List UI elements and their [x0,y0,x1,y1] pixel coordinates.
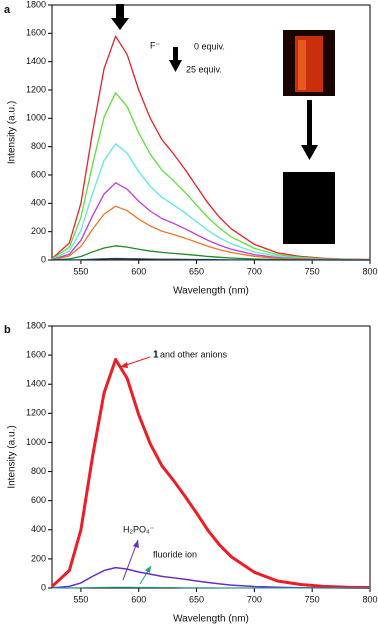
pointer-head [133,540,139,548]
y-axis-title: Intensity (a.u.) [7,101,18,164]
y-tick-label: 1600 [26,28,46,38]
panel-label: a [4,4,11,16]
annotation: H₂PO₄⁻ [123,524,155,534]
x-tick-label: 750 [305,266,320,276]
y-tick-label: 200 [31,553,46,563]
pointer-head [145,566,151,573]
down-arrow [169,47,182,72]
vial-highlight [298,40,306,90]
down-arrow [301,100,318,160]
x-tick-label: 800 [362,594,377,604]
y-tick-label: 1000 [26,437,46,447]
annotation: F⁻ [150,40,160,50]
annotation: 1 [153,350,159,361]
down-arrow [111,4,129,30]
x-axis-title: Wavelength (nm) [173,286,249,297]
y-tick-label: 800 [31,466,46,476]
series-line [51,257,370,261]
annotation: fluoride ion [153,549,197,559]
x-tick-label: 700 [247,266,262,276]
series-line [51,205,370,261]
x-tick-label: 650 [189,266,204,276]
x-tick-label: 700 [247,594,262,604]
y-tick-label: 1000 [26,113,46,123]
y-tick-label: 0 [41,254,46,264]
y-tick-label: 400 [31,198,46,208]
series-line [51,143,371,261]
x-tick-label: 650 [189,594,204,604]
vial-image-off [283,172,335,244]
y-tick-label: 200 [31,226,46,236]
x-tick-label: 600 [131,266,146,276]
y-tick-label: 1200 [26,84,46,94]
x-tick-label: 600 [131,594,146,604]
x-tick-label: 550 [73,594,88,604]
plot-frame [51,325,371,589]
y-tick-label: 1200 [26,408,46,418]
series-line [51,92,371,261]
x-tick-label: 550 [73,266,88,276]
y-tick-label: 1600 [26,349,46,359]
y-tick-label: 0 [41,582,46,592]
y-tick-label: 600 [31,495,46,505]
y-tick-label: 1800 [26,0,46,9]
annotation: 25 equiv. [186,64,222,74]
series-line [51,566,370,589]
y-tick-label: 800 [31,141,46,151]
y-tick-label: 400 [31,524,46,534]
series-line [51,586,370,589]
series-line [51,35,371,261]
x-axis-title: Wavelength (nm) [173,614,249,625]
y-axis-title: Intensity (a.u.) [7,425,18,488]
y-tick-label: 1800 [26,320,46,330]
y-tick-label: 1400 [26,56,46,66]
series-line [50,357,371,590]
y-tick-label: 600 [31,169,46,179]
x-tick-label: 750 [305,594,320,604]
pointer-head [120,362,128,368]
panel-label: b [4,324,11,336]
x-tick-label: 800 [362,266,377,276]
annotation: and other anions [160,349,228,359]
annotation: 0 equiv. [194,41,225,51]
y-tick-label: 1400 [26,379,46,389]
